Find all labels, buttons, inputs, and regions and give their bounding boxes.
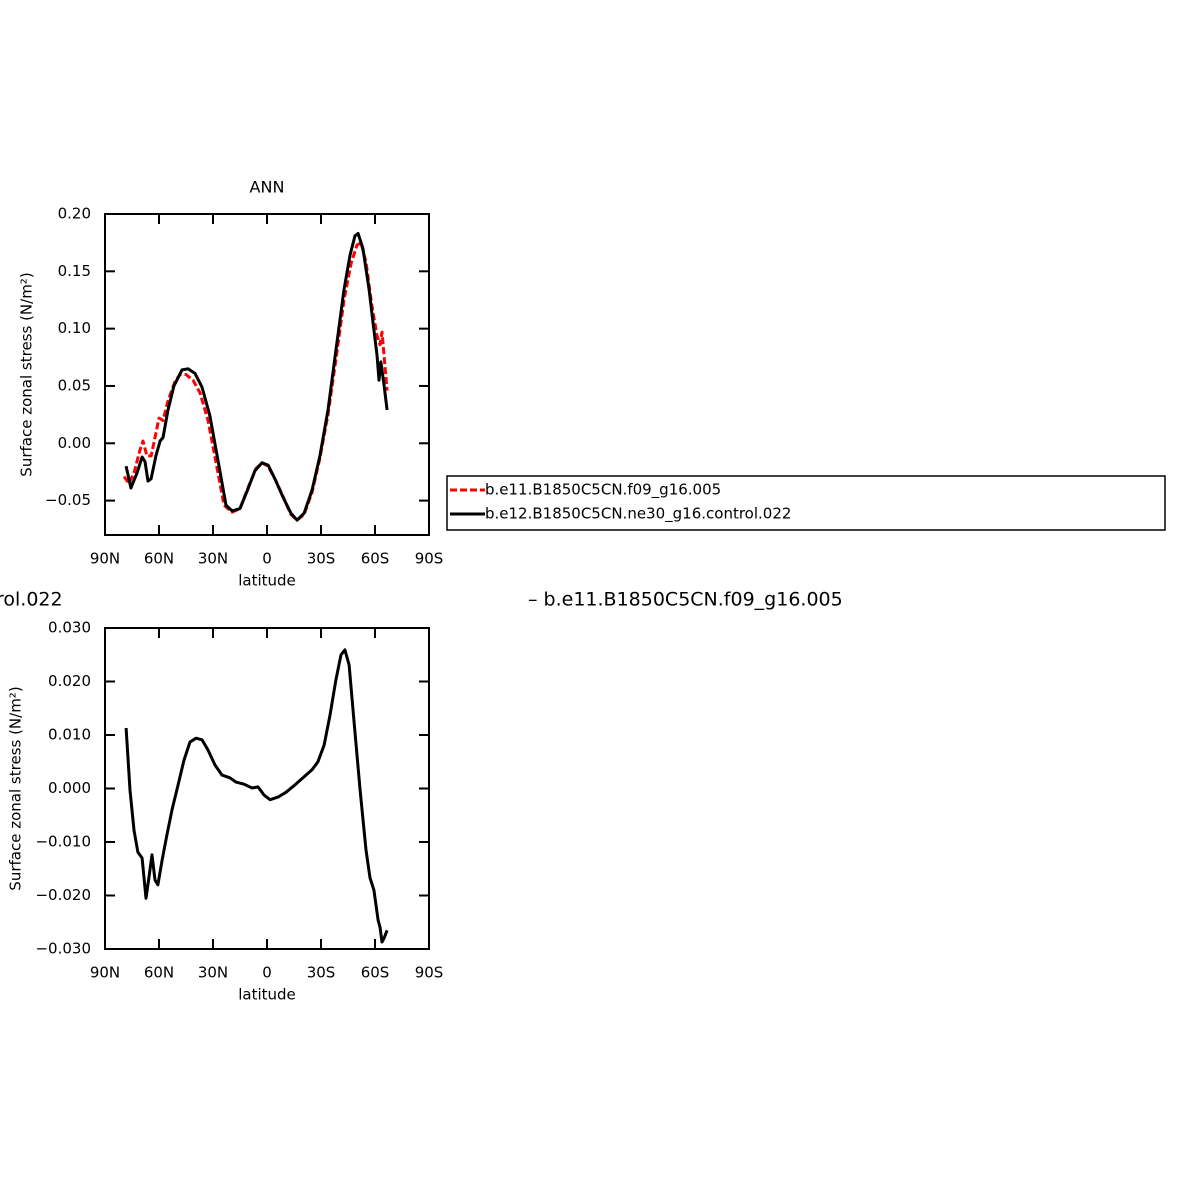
y-tick-label: 0.030 bbox=[48, 619, 91, 637]
y-tick-label: 0.05 bbox=[58, 376, 91, 394]
legend-label: b.e11.B1850C5CN.f09_g16.005 bbox=[485, 481, 721, 500]
y-tick-label: −0.030 bbox=[35, 940, 91, 958]
annotation: – b.e11.B1850C5CN.f09_g16.005 bbox=[528, 589, 843, 611]
y-axis-label: Surface zonal stress (N/m²) bbox=[7, 686, 25, 890]
x-tick-label: 60N bbox=[144, 550, 174, 568]
y-tick-label: −0.020 bbox=[35, 886, 91, 904]
y-tick-label: 0.020 bbox=[48, 672, 91, 690]
y-tick-label: 0.10 bbox=[58, 319, 91, 337]
y-tick-label: 0.010 bbox=[48, 726, 91, 744]
data-line bbox=[122, 241, 389, 522]
y-tick-label: 0.00 bbox=[58, 434, 91, 452]
x-tick-label: 60N bbox=[144, 964, 174, 982]
legend-box bbox=[446, 475, 1166, 531]
y-tick-label: −0.05 bbox=[45, 491, 91, 509]
x-tick-label: 30N bbox=[198, 550, 228, 568]
x-axis-label: latitude bbox=[238, 572, 296, 590]
data-line bbox=[124, 648, 389, 944]
data-line bbox=[124, 232, 389, 522]
x-tick-label: 60S bbox=[361, 550, 390, 568]
legend-label: b.e12.B1850C5CN.ne30_g16.control.022 bbox=[485, 505, 791, 524]
x-tick-label: 90S bbox=[415, 550, 444, 568]
x-tick-label: 0 bbox=[262, 550, 272, 568]
x-tick-label: 90N bbox=[90, 964, 120, 982]
x-tick-label: 30N bbox=[198, 964, 228, 982]
chart-title: ANN bbox=[250, 178, 285, 197]
y-tick-label: 0.15 bbox=[58, 262, 91, 280]
y-tick-label: 0.20 bbox=[58, 205, 91, 223]
y-axis-label: Surface zonal stress (N/m²) bbox=[18, 272, 36, 476]
plot-frame bbox=[104, 627, 430, 950]
y-tick-label: 0.000 bbox=[48, 779, 91, 797]
x-tick-label: 60S bbox=[361, 964, 390, 982]
x-tick-label: 30S bbox=[307, 964, 336, 982]
x-tick-label: 0 bbox=[262, 964, 272, 982]
x-tick-label: 90S bbox=[415, 964, 444, 982]
annotation: rol.022 bbox=[0, 589, 63, 611]
x-tick-label: 30S bbox=[307, 550, 336, 568]
x-tick-label: 90N bbox=[90, 550, 120, 568]
y-tick-label: −0.010 bbox=[35, 833, 91, 851]
x-axis-label: latitude bbox=[238, 986, 296, 1004]
